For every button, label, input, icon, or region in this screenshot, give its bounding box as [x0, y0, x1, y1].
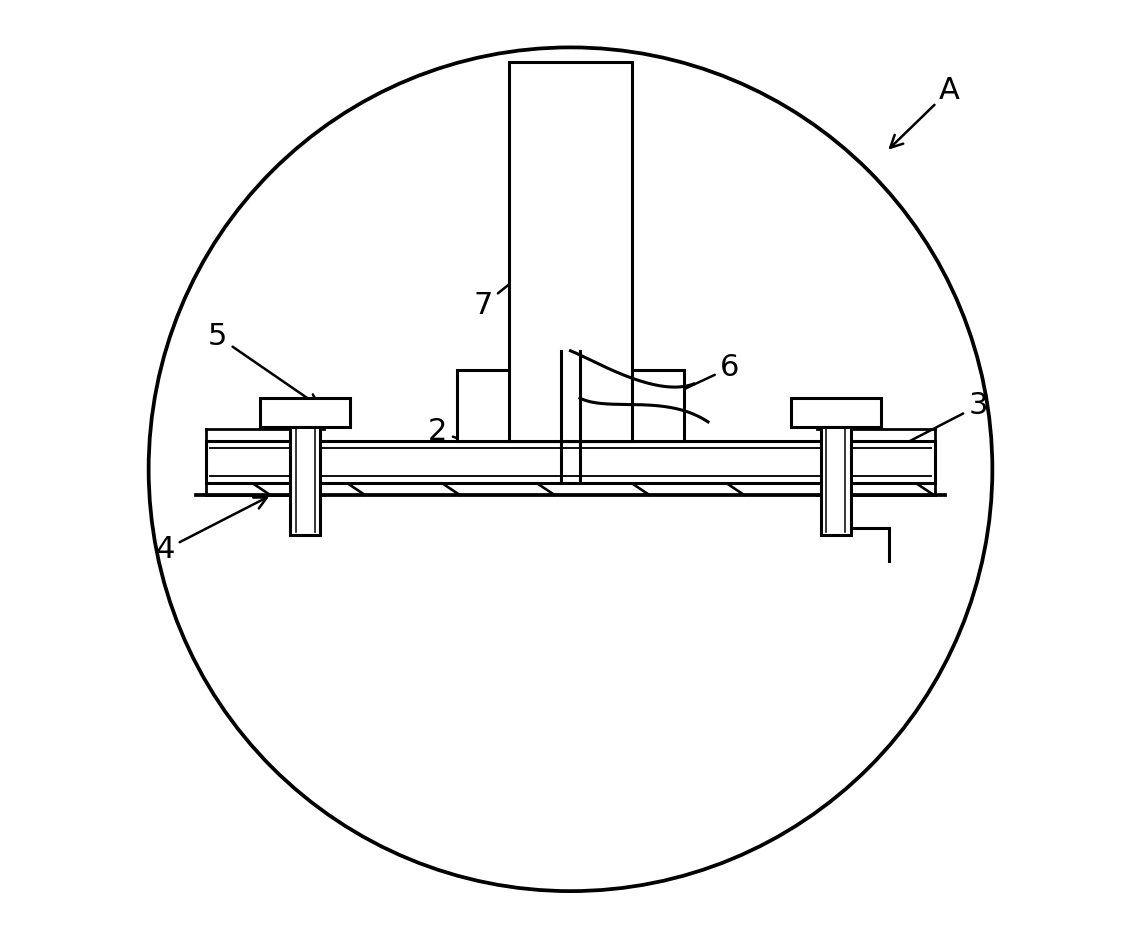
Text: 3: 3	[869, 392, 988, 462]
Bar	[456, 370, 685, 441]
Bar	[820, 427, 851, 535]
Bar	[791, 398, 881, 427]
Bar	[260, 398, 350, 427]
Text: 6: 6	[649, 354, 739, 406]
Text: A: A	[890, 76, 960, 148]
Text: 2: 2	[428, 417, 532, 466]
Text: 9: 9	[561, 251, 625, 370]
Bar	[509, 62, 632, 441]
Text: 4: 4	[155, 498, 267, 564]
Text: 7: 7	[474, 260, 540, 319]
Bar	[205, 441, 936, 483]
Text: 5: 5	[208, 322, 319, 407]
Bar	[290, 427, 321, 535]
